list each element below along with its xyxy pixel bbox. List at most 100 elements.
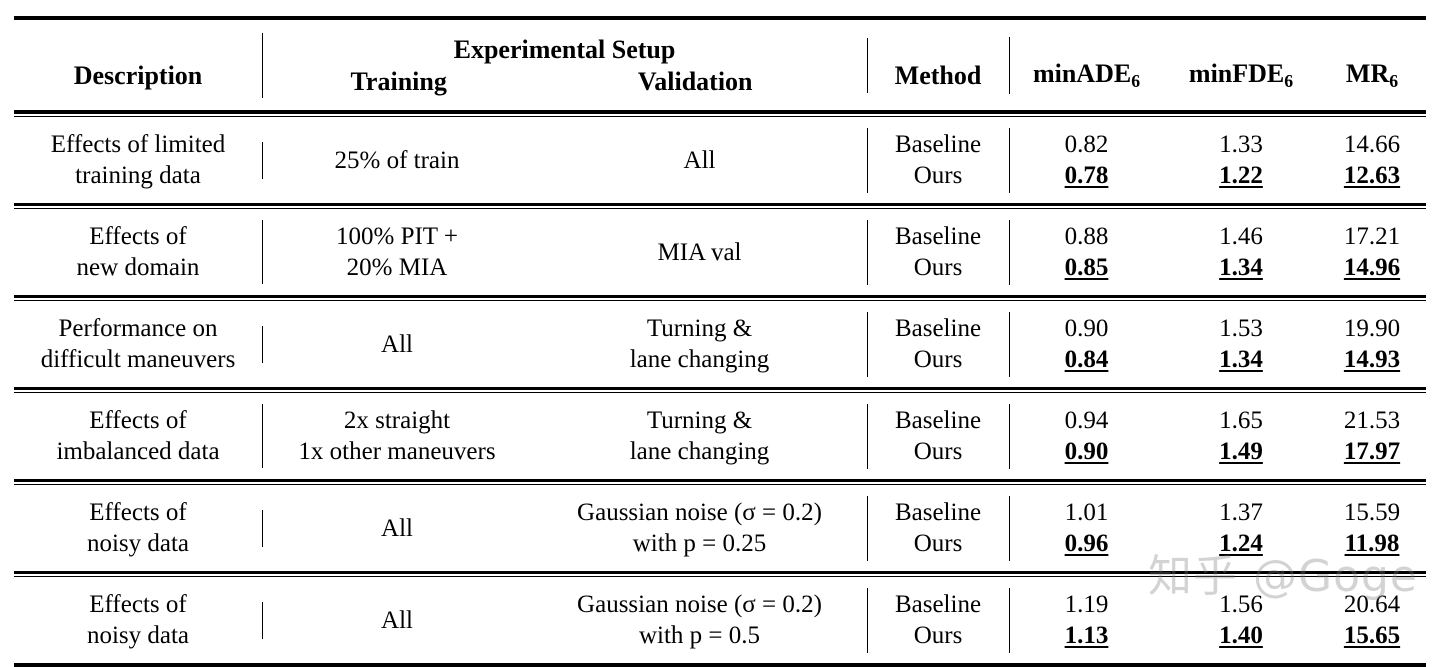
- minade-ours-value: 0.85: [1064, 254, 1109, 282]
- table-row: Effects of imbalanced data 2x straight 1x o…: [14, 393, 1426, 479]
- minfde-ours-value: 1.24: [1219, 530, 1263, 558]
- row-description: Effects of new domain: [14, 215, 262, 290]
- row-separator-rule: [14, 479, 1426, 486]
- validation-line2: with p = 0.25: [632, 530, 767, 558]
- row-method: Baseline Ours: [867, 123, 1009, 198]
- description-line1: Effects of: [89, 407, 187, 435]
- table-row: Effects of limited training data 25% of tr…: [14, 117, 1426, 203]
- mr-baseline-value: 19.90: [1343, 314, 1401, 342]
- row-separator-rule-row: [14, 571, 1426, 578]
- row-description-cell: Effects of limited training data: [14, 117, 262, 203]
- table-row: Effects of noisy data All Gaussian noise (σ…: [14, 485, 1426, 571]
- row-method-cell: Baseline Ours: [867, 393, 1009, 479]
- row-description-cell: Effects of noisy data: [14, 485, 262, 571]
- method-ours-label: Ours: [913, 254, 963, 282]
- row-training: All: [262, 323, 532, 366]
- row-mr: 21.53 17.97: [1318, 399, 1426, 474]
- row-validation-cell: Turning & lane changing: [532, 301, 867, 387]
- row-minfde-cell: 1.33 1.22: [1164, 117, 1318, 203]
- row-minade-cell: 1.01 0.96: [1009, 485, 1164, 571]
- row-mr: 14.66 12.63: [1318, 123, 1426, 198]
- header-experimental-setup: Experimental Setup: [453, 35, 676, 64]
- mr-baseline-value: 15.59: [1343, 498, 1401, 526]
- minade-ours-value: 0.84: [1064, 346, 1109, 374]
- table-row: Performance on difficult maneuvers All Turn…: [14, 301, 1426, 387]
- row-training: 100% PIT + 20% MIA: [262, 215, 532, 290]
- row-minade-cell: 1.19 1.13: [1009, 577, 1164, 663]
- row-mr-cell: 14.66 12.63: [1318, 117, 1426, 203]
- row-training: 2x straight 1x other maneuvers: [262, 399, 532, 474]
- row-minade-cell: 0.82 0.78: [1009, 117, 1164, 203]
- description-line1: Effects of: [89, 223, 187, 251]
- minade-baseline-value: 0.82: [1064, 130, 1109, 158]
- row-method: Baseline Ours: [867, 307, 1009, 382]
- row-minade-cell: 0.88 0.85: [1009, 209, 1164, 295]
- header-method-cell: Method: [867, 20, 1009, 110]
- row-method-cell: Baseline Ours: [867, 209, 1009, 295]
- row-description: Effects of imbalanced data: [14, 399, 262, 474]
- table-bottom-rule: [14, 663, 1426, 667]
- validation-line1: Gaussian noise (σ = 0.2): [577, 499, 822, 527]
- row-training-cell: 100% PIT + 20% MIA: [262, 209, 532, 295]
- table-body: Effects of limited training data 25% of tr…: [14, 117, 1426, 663]
- description-line1: Effects of limited: [50, 131, 226, 159]
- row-description-cell: Performance on difficult maneuvers: [14, 301, 262, 387]
- header-mr-label: MR: [1345, 59, 1390, 89]
- row-validation-cell: MIA val: [532, 209, 867, 295]
- mr-ours-value: 15.65: [1343, 622, 1401, 650]
- row-mr: 19.90 14.93: [1318, 307, 1426, 382]
- row-mr: 17.21 14.96: [1318, 215, 1426, 290]
- row-validation-cell: Gaussian noise (σ = 0.2) with p = 0.25: [532, 485, 867, 571]
- row-separator-rule-row: [14, 387, 1426, 394]
- row-minfde: 1.46 1.34: [1164, 215, 1318, 290]
- row-training: All: [262, 599, 532, 642]
- row-method: Baseline Ours: [867, 399, 1009, 474]
- row-description: Effects of noisy data: [14, 583, 262, 658]
- minade-ours-value: 1.13: [1064, 622, 1109, 650]
- method-ours-label: Ours: [913, 162, 963, 190]
- row-training: All: [262, 507, 532, 550]
- header-minfde: minFDE6: [1164, 32, 1318, 99]
- mr-ours-value: 12.63: [1343, 162, 1401, 190]
- training-line2: 1x other maneuvers: [298, 438, 496, 466]
- row-method: Baseline Ours: [867, 491, 1009, 566]
- header-mr-subscript: 6: [1389, 71, 1399, 92]
- row-validation-cell: Gaussian noise (σ = 0.2) with p = 0.5: [532, 577, 867, 663]
- ablation-results-table: Description Experimental Setup Training …: [14, 16, 1426, 667]
- header-minade-subscript: 6: [1131, 71, 1141, 92]
- row-mr-cell: 21.53 17.97: [1318, 393, 1426, 479]
- row-mr: 20.64 15.65: [1318, 583, 1426, 658]
- row-separator-rule-row: [14, 479, 1426, 486]
- row-minade: 0.94 0.90: [1009, 399, 1164, 474]
- row-validation: MIA val: [532, 231, 867, 274]
- row-minfde-cell: 1.56 1.40: [1164, 577, 1318, 663]
- header-experimental-setup-cell: Experimental Setup Training Validation: [262, 20, 867, 110]
- minfde-ours-value: 1.34: [1219, 346, 1263, 374]
- row-minfde-cell: 1.65 1.49: [1164, 393, 1318, 479]
- minfde-baseline-value: 1.53: [1219, 314, 1263, 342]
- validation-line2: with p = 0.5: [638, 622, 761, 650]
- header-description: Description: [73, 60, 203, 90]
- method-ours-label: Ours: [913, 530, 963, 558]
- row-minade: 0.88 0.85: [1009, 215, 1164, 290]
- training-line1: 25% of train: [334, 146, 460, 174]
- minade-baseline-value: 0.88: [1064, 222, 1109, 250]
- description-line2: training data: [75, 162, 201, 190]
- row-minade: 0.90 0.84: [1009, 307, 1164, 382]
- validation-line1: Turning &: [646, 407, 753, 435]
- header-training: Training: [350, 66, 447, 96]
- row-method-cell: Baseline Ours: [867, 117, 1009, 203]
- method-ours-label: Ours: [913, 622, 963, 650]
- table-top-rule-row: [14, 16, 1426, 20]
- header-minfde-label: minFDE: [1188, 59, 1285, 89]
- row-mr-cell: 20.64 15.65: [1318, 577, 1426, 663]
- training-line1: All: [381, 606, 413, 634]
- row-minfde: 1.56 1.40: [1164, 583, 1318, 658]
- minade-baseline-value: 0.90: [1064, 314, 1109, 342]
- row-validation: Gaussian noise (σ = 0.2) with p = 0.25: [532, 491, 867, 566]
- row-separator-rule: [14, 387, 1426, 394]
- row-training-cell: 2x straight 1x other maneuvers: [262, 393, 532, 479]
- header-method: Method: [867, 34, 1009, 98]
- row-validation: All: [532, 139, 867, 182]
- row-training-cell: All: [262, 577, 532, 663]
